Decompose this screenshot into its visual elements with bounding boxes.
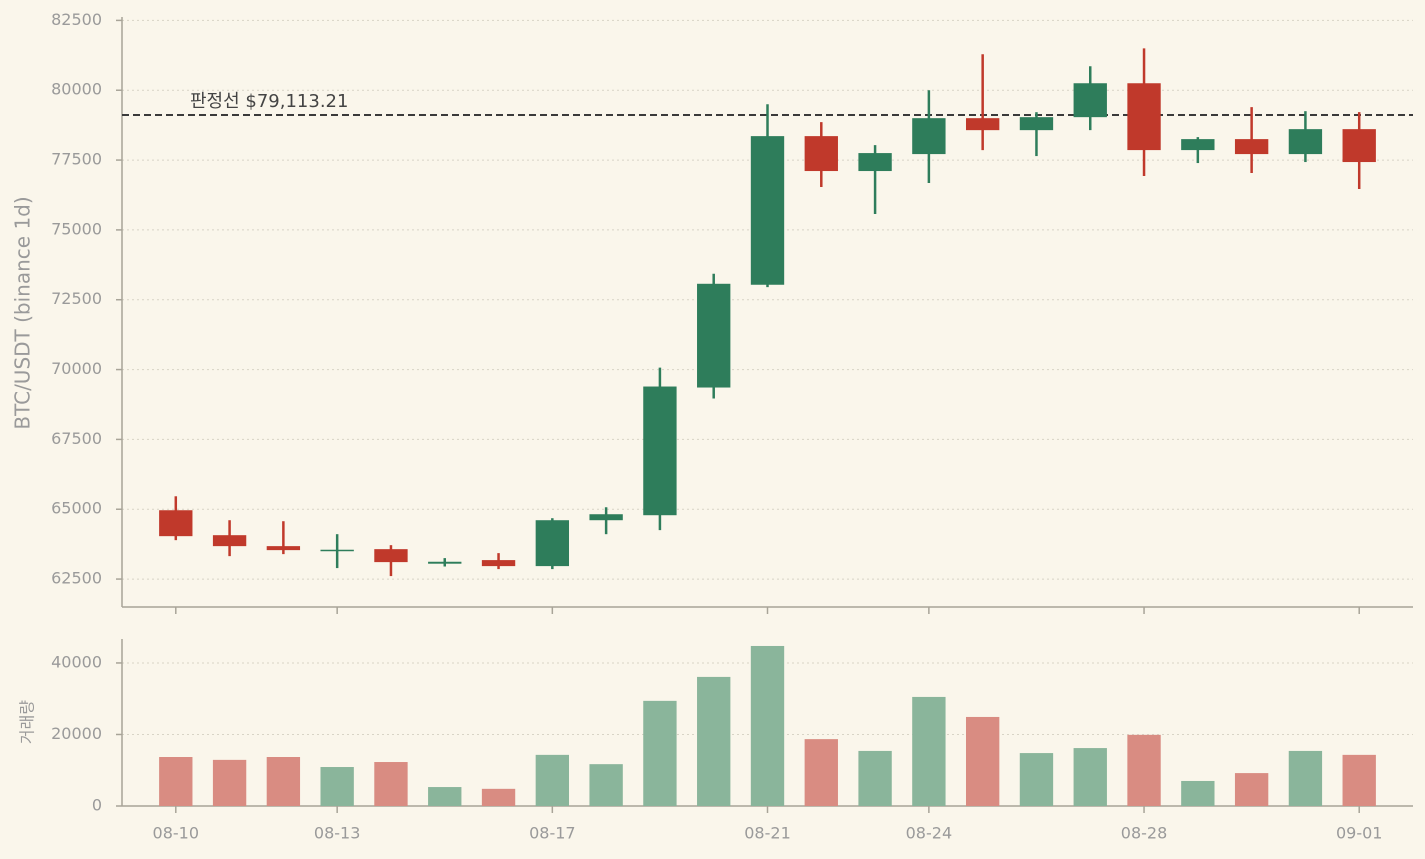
volume-bar bbox=[212, 759, 247, 806]
volume-bar bbox=[159, 757, 193, 806]
volume-bar bbox=[428, 787, 462, 806]
x-tick-label: 08-28 bbox=[1121, 824, 1168, 843]
y-tick-label: 82500 bbox=[51, 10, 102, 29]
x-tick-label: 08-13 bbox=[314, 824, 361, 843]
candle-body bbox=[535, 520, 570, 567]
volume-bar bbox=[1342, 754, 1376, 806]
y-tick-label: 62500 bbox=[51, 569, 102, 588]
candle-body bbox=[750, 136, 785, 285]
candle-body bbox=[1288, 129, 1323, 155]
volume-bar bbox=[481, 788, 516, 806]
y-tick-label: 70000 bbox=[51, 359, 102, 378]
candle-body bbox=[858, 153, 892, 172]
y-tick-label: 65000 bbox=[51, 499, 102, 518]
volume-bar bbox=[1073, 748, 1107, 806]
candle-body bbox=[643, 386, 677, 516]
candle-body bbox=[912, 118, 946, 155]
candle-body bbox=[697, 283, 731, 388]
candle-body bbox=[159, 510, 193, 537]
candle-body bbox=[1127, 83, 1161, 151]
volume-bar bbox=[1234, 773, 1269, 806]
x-tick-label: 08-21 bbox=[744, 824, 791, 843]
volume-bar bbox=[266, 757, 301, 806]
volume-bar bbox=[1288, 750, 1323, 806]
candle-body bbox=[1234, 139, 1269, 155]
x-tick-label: 08-24 bbox=[906, 824, 953, 843]
volume-bar bbox=[374, 762, 408, 806]
candle-body bbox=[965, 118, 1000, 131]
y-tick-label: 72500 bbox=[51, 289, 102, 308]
y-tick-label: 75000 bbox=[51, 219, 102, 238]
candle-body bbox=[266, 546, 301, 551]
candle-body bbox=[804, 136, 838, 172]
y-tick-label: 67500 bbox=[51, 429, 102, 448]
volume-bar bbox=[965, 716, 1000, 806]
candle-body bbox=[428, 561, 462, 564]
y-tick-label: 20000 bbox=[51, 724, 102, 743]
volume-bar bbox=[804, 739, 838, 806]
volume-bar bbox=[1019, 753, 1054, 806]
y-tick-label: 40000 bbox=[51, 652, 102, 671]
candle-body bbox=[1342, 129, 1376, 163]
volume-bar bbox=[1127, 734, 1161, 806]
y-tick-label: 77500 bbox=[51, 150, 102, 169]
x-tick-label: 08-10 bbox=[153, 824, 200, 843]
candle-body bbox=[1019, 117, 1054, 131]
candle-body bbox=[1073, 83, 1107, 118]
reference-label: 판정선 $79,113.21 bbox=[190, 91, 348, 112]
y-axis-label: BTC/USDT (binance 1d) bbox=[11, 196, 35, 429]
volume-bar bbox=[535, 754, 570, 806]
candle-body bbox=[320, 549, 354, 552]
volume-bar bbox=[643, 700, 677, 806]
candle-body bbox=[374, 549, 408, 563]
volume-bar bbox=[697, 676, 731, 806]
candle-body bbox=[212, 535, 247, 547]
candle-body bbox=[481, 560, 516, 567]
volume-bar bbox=[320, 767, 354, 806]
volume-bar bbox=[589, 764, 623, 806]
candle-body bbox=[589, 514, 623, 521]
x-tick-label: 09-01 bbox=[1336, 824, 1383, 843]
volume-bar bbox=[912, 696, 946, 806]
y-tick-label: 80000 bbox=[51, 80, 102, 99]
x-tick-label: 08-17 bbox=[529, 824, 576, 843]
y-tick-label: 0 bbox=[92, 796, 102, 815]
volume-bar bbox=[750, 645, 785, 806]
candle-body bbox=[1181, 139, 1215, 151]
volume-axis-label: 거래량 bbox=[18, 700, 37, 744]
volume-bar bbox=[858, 750, 892, 806]
volume-bar bbox=[1181, 780, 1215, 806]
